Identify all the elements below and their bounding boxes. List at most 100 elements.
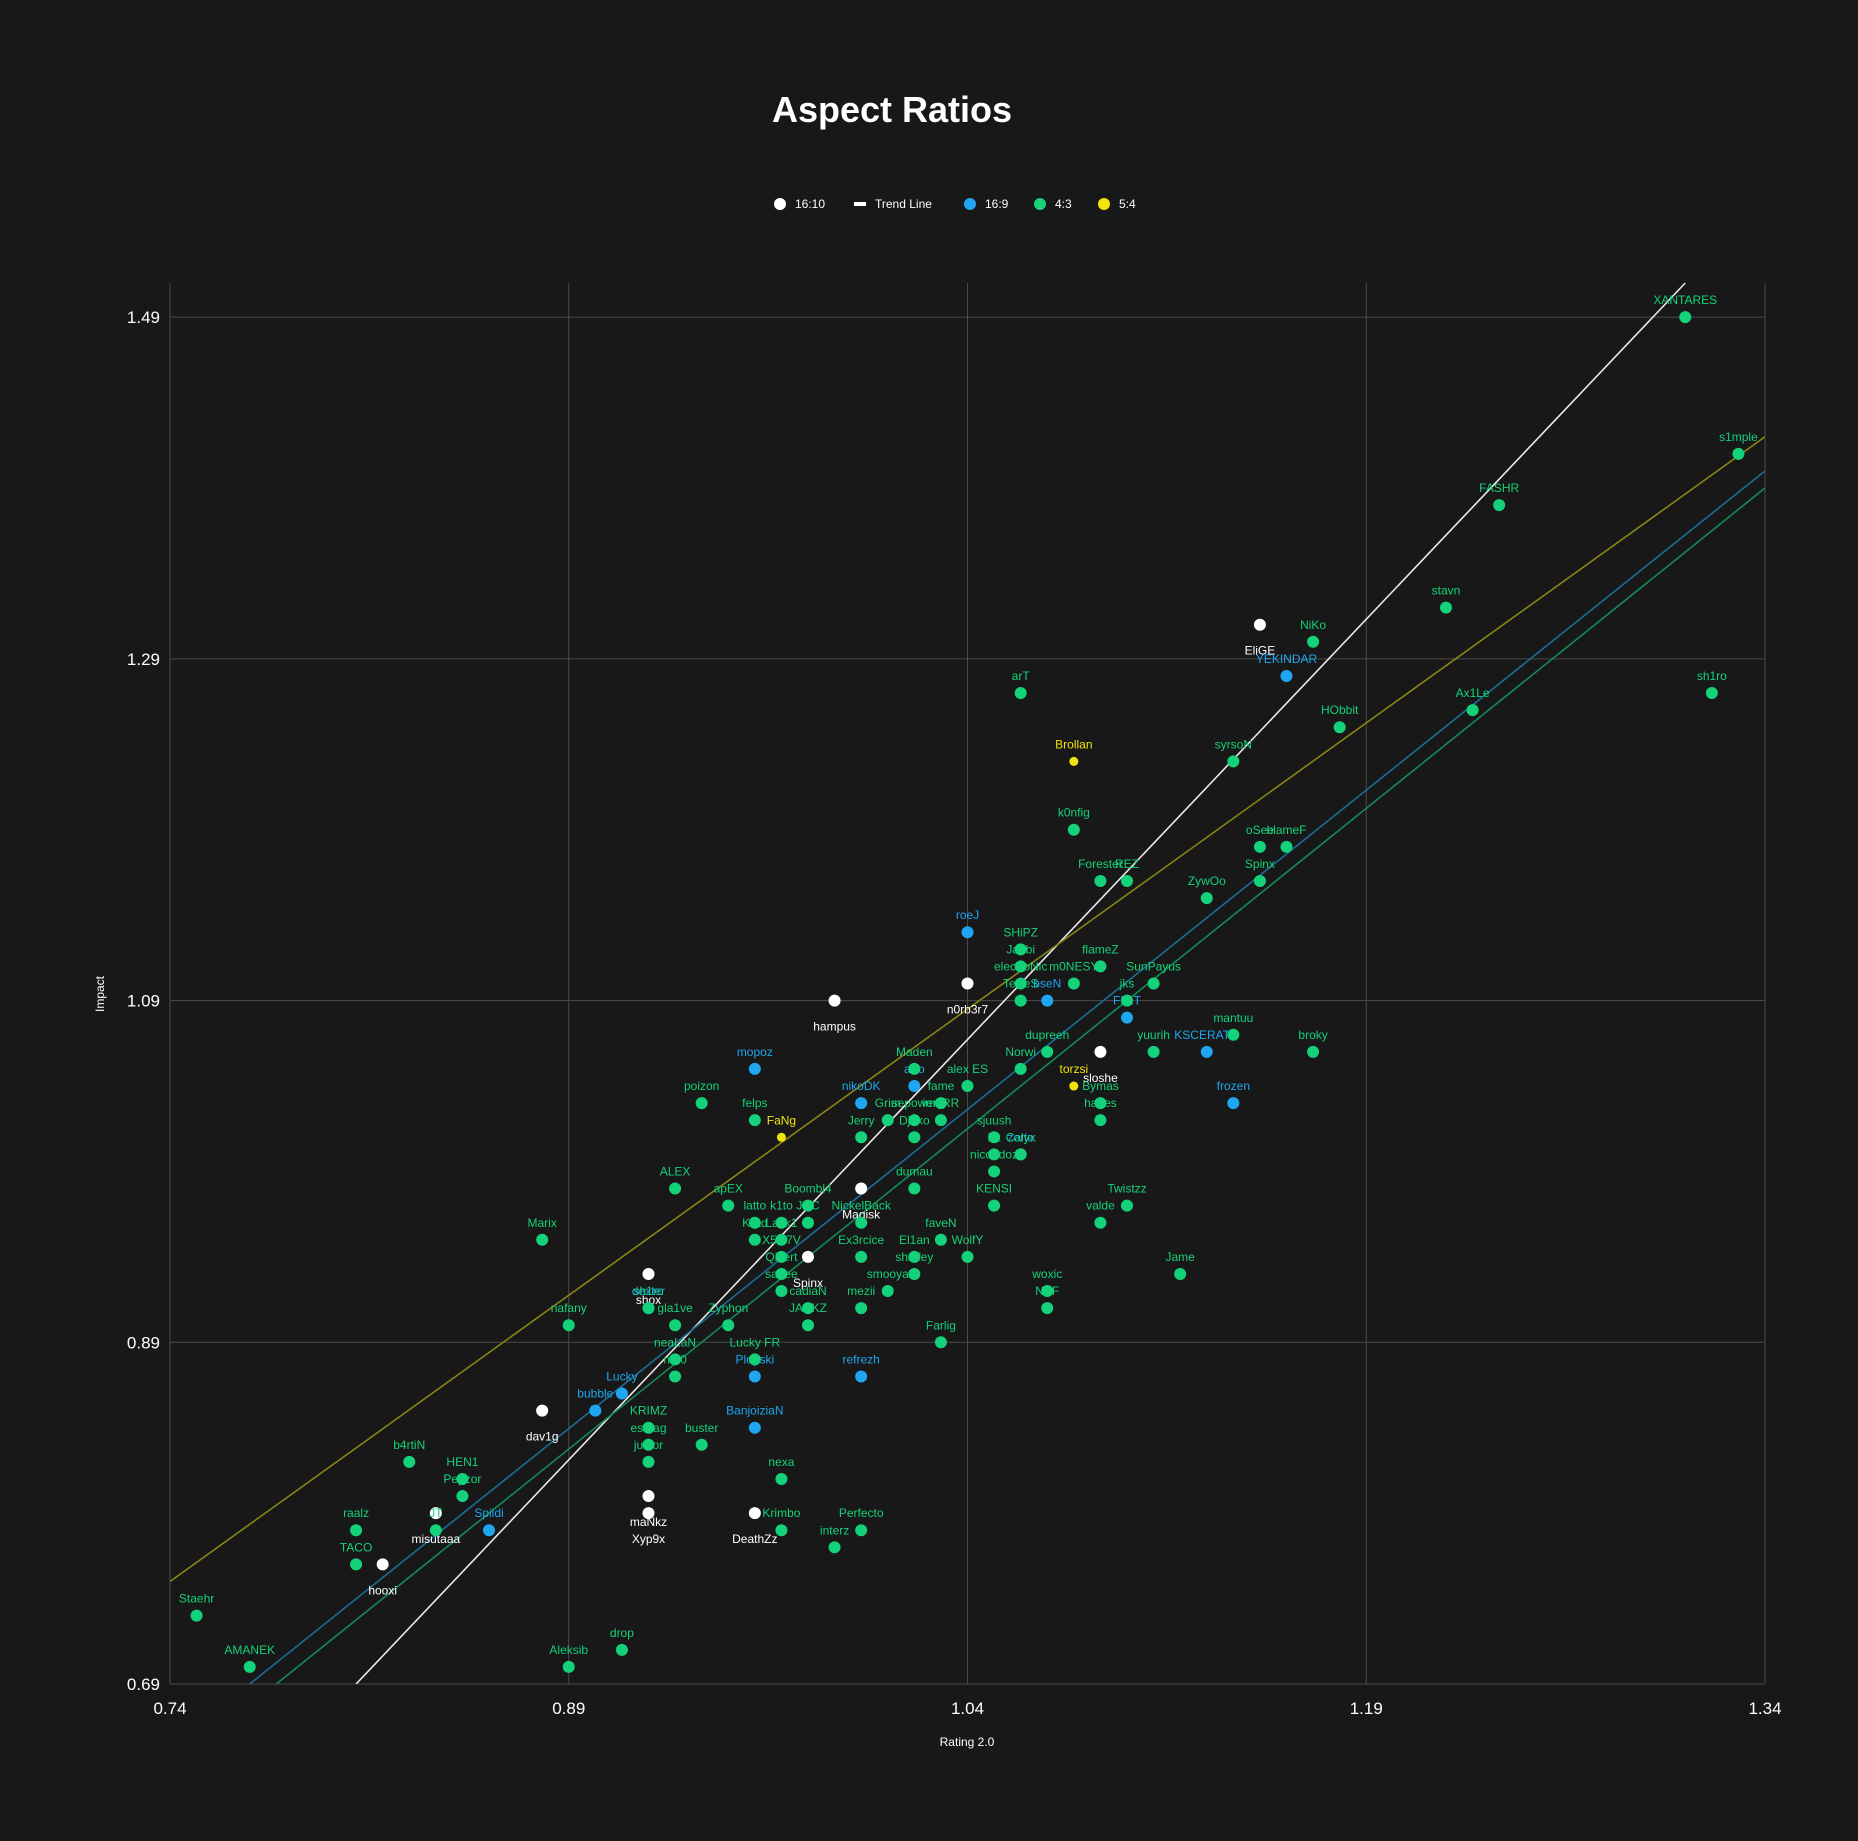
data-point-label: k1to — [770, 1199, 793, 1213]
data-point-label: SunPayus — [1126, 960, 1181, 974]
data-point — [1014, 1148, 1027, 1161]
legend-label: 4:3 — [1055, 197, 1072, 211]
data-point — [1069, 756, 1079, 766]
x-tick-label: 0.74 — [153, 1699, 186, 1718]
data-point-label: oSee — [1246, 823, 1274, 837]
data-point-label: Lucky FR — [729, 1335, 780, 1349]
data-point-label: FASHR — [1479, 481, 1519, 495]
data-point — [1094, 1114, 1107, 1127]
data-point — [562, 1660, 575, 1673]
legend-swatch-dot — [1034, 198, 1046, 210]
data-point — [669, 1319, 682, 1332]
data-point-label: mantuu — [1213, 1011, 1253, 1025]
data-point-label: HEN1 — [446, 1455, 478, 1469]
data-point — [1014, 977, 1027, 990]
data-point-label: blameF — [1266, 823, 1306, 837]
legend-label: 16:10 — [795, 197, 825, 211]
data-point — [748, 1233, 761, 1246]
data-point-label: latto — [743, 1199, 766, 1213]
data-point-label: roeJ — [956, 908, 979, 922]
data-point — [1227, 1028, 1240, 1041]
data-point-label: Pepzor — [443, 1472, 481, 1486]
data-point-label: raalz — [343, 1506, 369, 1520]
data-point — [1094, 874, 1107, 887]
data-point — [1147, 1045, 1160, 1058]
data-point-label: hades — [1084, 1096, 1117, 1110]
data-point — [722, 1319, 735, 1332]
data-point-label: El1an — [899, 1233, 930, 1247]
data-point-label: sh1ro — [1697, 669, 1727, 683]
data-point — [1121, 1199, 1133, 1212]
data-point-label: Calyx — [1006, 1130, 1036, 1144]
data-point — [1094, 1045, 1107, 1058]
data-point-label: mopoz — [737, 1045, 773, 1059]
data-point-label: Staehr — [179, 1592, 214, 1606]
data-point — [934, 1114, 947, 1127]
data-point-label: JT — [429, 1506, 443, 1520]
data-point-label: gla1ve — [657, 1301, 693, 1315]
data-point — [748, 1216, 761, 1229]
data-point-label: Forester — [1078, 857, 1123, 871]
data-point — [934, 1233, 947, 1246]
data-point-label: bit — [988, 1130, 1001, 1144]
data-point — [802, 1302, 814, 1315]
data-point — [1440, 601, 1452, 614]
data-point — [802, 1199, 814, 1212]
data-point-label: Lucky — [606, 1370, 637, 1384]
data-point — [456, 1472, 469, 1485]
data-points: EliGEhampusn0rb3r7slosheMagiskSpinxshoxd… — [179, 293, 1758, 1673]
data-point-label: woxic — [1031, 1267, 1062, 1281]
data-point-label: shalfey — [895, 1250, 933, 1264]
data-point-label: Zyphon — [708, 1301, 748, 1315]
data-point-label: nikoDK — [842, 1079, 881, 1093]
x-tick-label: 0.89 — [552, 1699, 585, 1718]
data-point — [350, 1558, 363, 1571]
data-point-label: XANTARES — [1653, 293, 1717, 307]
data-point — [350, 1524, 363, 1537]
data-point-label: bseN — [1033, 977, 1061, 991]
data-point-label: Spinx — [793, 1276, 823, 1290]
data-point-label: Spinx — [1245, 857, 1275, 871]
data-point-label: apEX — [714, 1182, 743, 1196]
y-axis-label: Impact — [93, 975, 107, 1012]
legend-label: Trend Line — [875, 197, 932, 211]
data-point-label: EliGE — [1245, 644, 1276, 658]
data-point — [881, 1285, 894, 1298]
data-point — [695, 1097, 708, 1110]
data-point — [1041, 994, 1054, 1007]
data-point — [429, 1507, 442, 1520]
data-point-label: KSCERATO — [1174, 1028, 1239, 1042]
data-point — [748, 1507, 761, 1520]
data-point-label: Xyp9x — [632, 1532, 665, 1546]
data-point — [695, 1438, 708, 1451]
data-point — [1069, 1081, 1079, 1091]
data-point — [855, 1250, 868, 1263]
data-point — [615, 1643, 628, 1656]
x-axis-label: Rating 2.0 — [940, 1735, 995, 1749]
data-point-label: SHiPZ — [1003, 925, 1038, 939]
data-point — [722, 1199, 735, 1212]
data-point-label: poizon — [684, 1079, 719, 1093]
trend-lines — [170, 282, 1765, 1684]
data-point-label: nafany — [551, 1301, 587, 1315]
data-point-label: faveN — [925, 1216, 956, 1230]
data-point — [615, 1387, 628, 1400]
data-point — [748, 1370, 761, 1383]
x-tick-label: 1.19 — [1350, 1699, 1383, 1718]
y-tick-label: 0.69 — [127, 1675, 160, 1694]
data-point — [1067, 977, 1080, 990]
data-point-label: valde — [1086, 1199, 1115, 1213]
data-point-label: NAF — [1035, 1284, 1059, 1298]
data-point — [1200, 1045, 1213, 1058]
data-point-label: Farlig — [926, 1318, 956, 1332]
data-point — [775, 1267, 788, 1280]
data-point — [1041, 1302, 1054, 1315]
data-point — [1732, 447, 1745, 460]
data-point — [1333, 721, 1346, 734]
data-point — [1253, 840, 1266, 853]
data-point-label: ZywOo — [1188, 874, 1226, 888]
data-point-label: broky — [1298, 1028, 1327, 1042]
data-point-label: hooxi — [368, 1583, 397, 1597]
data-point — [1174, 1267, 1187, 1280]
data-point — [1280, 669, 1293, 682]
